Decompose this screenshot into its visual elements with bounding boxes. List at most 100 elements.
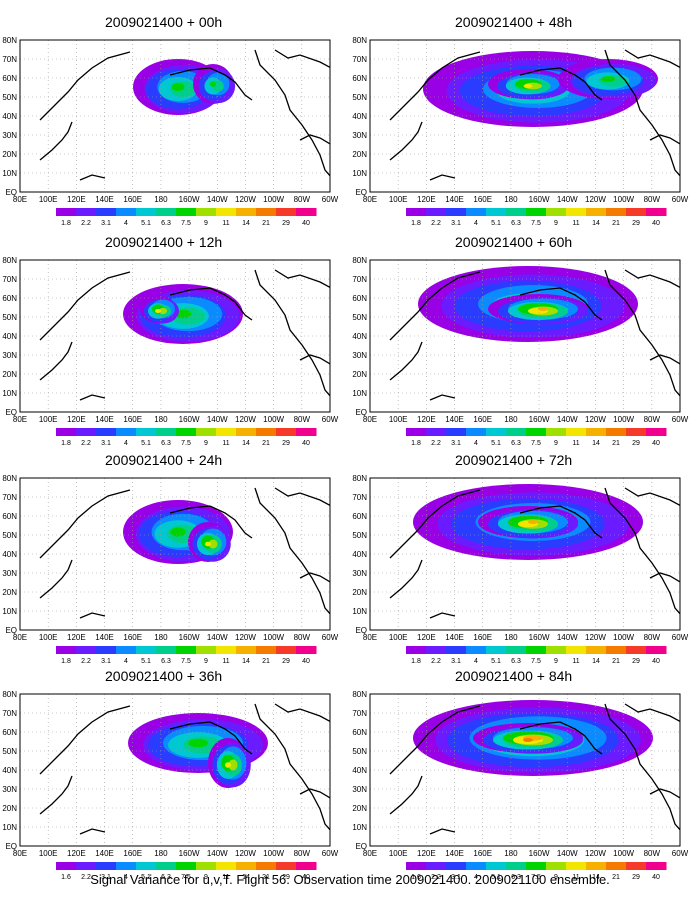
colorbar-label: 29 bbox=[632, 220, 640, 227]
colorbar-swatch bbox=[296, 208, 317, 216]
coastline bbox=[389, 775, 423, 815]
lat-label: 80N bbox=[352, 474, 367, 483]
lon-label: 180 bbox=[504, 633, 518, 642]
coastline bbox=[299, 788, 330, 799]
variance-field bbox=[370, 694, 680, 846]
lon-label: 120W bbox=[235, 849, 256, 858]
colorbar-label: 1.6 bbox=[411, 874, 421, 881]
colorbar-swatch bbox=[276, 862, 297, 870]
lon-label: 80E bbox=[13, 849, 27, 858]
lon-label: 120W bbox=[235, 633, 256, 642]
coastline bbox=[39, 489, 131, 559]
lon-label: 120W bbox=[235, 195, 256, 204]
colorbar-label: 40 bbox=[302, 440, 310, 447]
lon-label: 100E bbox=[39, 195, 58, 204]
coastline bbox=[39, 51, 131, 121]
colorbar-swatch bbox=[216, 646, 237, 654]
lat-label: 60N bbox=[352, 294, 367, 303]
colorbar-swatch bbox=[116, 208, 137, 216]
lon-label: 100W bbox=[613, 195, 634, 204]
colorbar-swatch bbox=[606, 862, 627, 870]
lat-label: 20N bbox=[2, 804, 17, 813]
lon-label: 80E bbox=[363, 195, 377, 204]
lon-label: 140W bbox=[557, 415, 578, 424]
colorbar-label: 21 bbox=[262, 440, 270, 447]
colorbar-label: 11 bbox=[222, 440, 229, 447]
lat-label: 10N bbox=[352, 169, 367, 178]
colorbar-label: 21 bbox=[612, 874, 620, 881]
colorbar-label: 11 bbox=[222, 220, 229, 227]
colorbar-swatch bbox=[486, 428, 507, 436]
colorbar-swatch bbox=[626, 646, 647, 654]
coastline bbox=[254, 703, 330, 831]
colorbar-swatch bbox=[156, 646, 177, 654]
coastline bbox=[39, 705, 131, 775]
panel-title: 2009021400 + 36h bbox=[105, 668, 223, 684]
colorbar-swatch bbox=[646, 862, 667, 870]
colorbar-swatch bbox=[586, 208, 607, 216]
lat-label: 40N bbox=[352, 332, 367, 341]
lat-label: 10N bbox=[352, 823, 367, 832]
lat-label: 50N bbox=[352, 313, 367, 322]
lon-label: 140W bbox=[557, 633, 578, 642]
colorbar-label: 7.5 bbox=[531, 440, 541, 447]
lon-label: 120E bbox=[67, 415, 86, 424]
colorbar-label: 1.8 bbox=[61, 658, 71, 665]
panel-title: 2009021400 + 84h bbox=[455, 668, 573, 684]
lon-label: 140E bbox=[95, 195, 114, 204]
coastline bbox=[254, 49, 330, 177]
colorbar-swatch bbox=[406, 646, 427, 654]
colorbar-label: 11 bbox=[572, 440, 579, 447]
colorbar-swatch bbox=[136, 428, 157, 436]
colorbar-label: 1.6 bbox=[61, 874, 71, 881]
coastline bbox=[169, 287, 253, 321]
coastline bbox=[429, 394, 456, 401]
lat-label: 70N bbox=[352, 493, 367, 502]
coastline bbox=[624, 49, 680, 69]
colorbar-label: 14 bbox=[592, 220, 600, 227]
colorbar-swatch bbox=[56, 208, 77, 216]
colorbar-label: 29 bbox=[632, 658, 640, 665]
colorbar-label: 9 bbox=[554, 874, 558, 881]
colorbar-label: 3.1 bbox=[451, 658, 461, 665]
lon-label: 120W bbox=[585, 849, 606, 858]
lat-label: EQ bbox=[355, 188, 367, 197]
lat-label: 80N bbox=[2, 36, 17, 45]
lon-label: 120E bbox=[417, 633, 436, 642]
figure-caption: Signal Variance for u,v,T. Flight 56. Ob… bbox=[90, 872, 610, 887]
colorbar-swatch bbox=[176, 862, 197, 870]
contour-fill bbox=[208, 539, 218, 549]
colorbar-label: 40 bbox=[652, 220, 660, 227]
lon-label: 120W bbox=[585, 415, 606, 424]
lat-label: 60N bbox=[2, 728, 17, 737]
colorbar-swatch bbox=[606, 428, 627, 436]
colorbar-label: 29 bbox=[282, 874, 290, 881]
lat-label: 30N bbox=[352, 785, 367, 794]
lon-label: 140W bbox=[207, 195, 228, 204]
coastline bbox=[169, 505, 253, 539]
lon-label: 80E bbox=[363, 633, 377, 642]
lat-label: 60N bbox=[352, 74, 367, 83]
lat-label: EQ bbox=[5, 842, 17, 851]
lat-label: 20N bbox=[352, 150, 367, 159]
lon-label: 80E bbox=[13, 415, 27, 424]
lon-label: 60W bbox=[672, 415, 689, 424]
coastline bbox=[39, 341, 73, 381]
colorbar-label: 3.1 bbox=[101, 658, 111, 665]
lon-label: 160W bbox=[179, 415, 200, 424]
lon-label: 140W bbox=[557, 195, 578, 204]
coastline bbox=[254, 269, 330, 397]
colorbar-swatch bbox=[406, 428, 427, 436]
colorbar-label: 1.8 bbox=[411, 440, 421, 447]
colorbar-swatch bbox=[76, 208, 97, 216]
coastline bbox=[169, 721, 253, 755]
lat-label: 50N bbox=[2, 313, 17, 322]
colorbar-swatch bbox=[486, 862, 507, 870]
lon-label: 160E bbox=[473, 849, 492, 858]
lat-label: EQ bbox=[5, 408, 17, 417]
colorbar-swatch bbox=[96, 208, 117, 216]
colorbar-swatch bbox=[96, 428, 117, 436]
